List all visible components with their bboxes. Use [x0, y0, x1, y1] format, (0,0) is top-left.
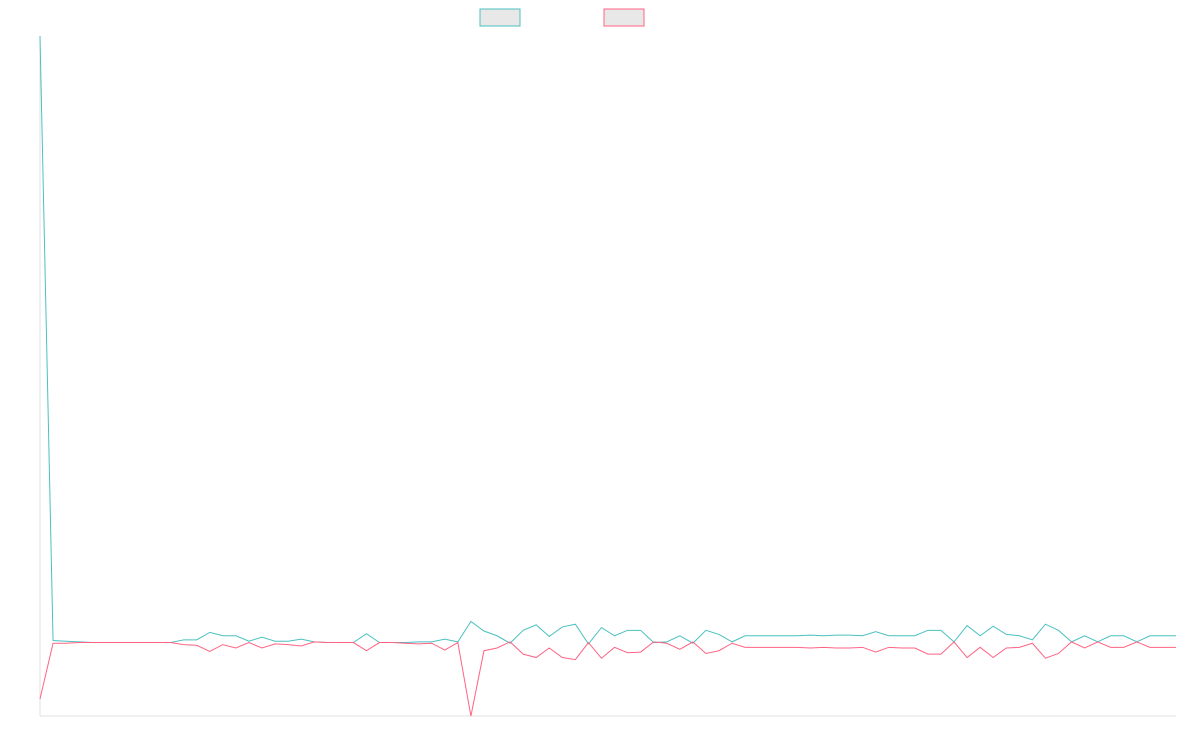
legend-item-2[interactable] [603, 8, 645, 27]
series-layer [39, 35, 1176, 717]
chart-axes [39, 36, 1176, 717]
legend-swatch-1 [479, 8, 521, 27]
series-line-2 [39, 641, 1176, 717]
series-line-1 [39, 35, 1176, 645]
legend-item-1[interactable] [479, 8, 521, 27]
chart-legend [479, 8, 645, 27]
legend-swatch-2 [603, 8, 645, 27]
